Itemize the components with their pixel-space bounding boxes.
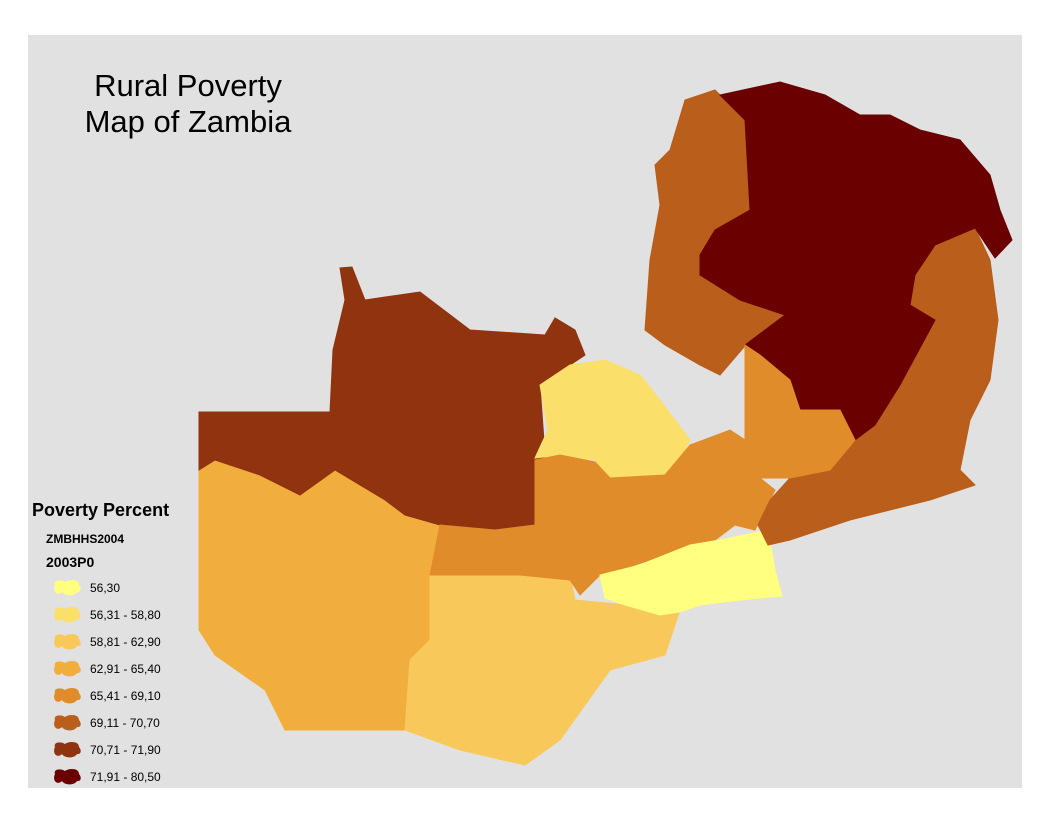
legend-item: 56,30 bbox=[52, 574, 212, 601]
legend-item: 62,91 - 65,40 bbox=[52, 655, 212, 682]
legend-item: 69,11 - 70,70 bbox=[52, 709, 212, 736]
legend-label: 62,91 - 65,40 bbox=[90, 661, 161, 676]
legend-field-name: 2003P0 bbox=[46, 554, 95, 570]
map-title-line2: Map of Zambia bbox=[84, 104, 292, 139]
legend-swatch-icon bbox=[54, 579, 81, 595]
legend-label: 56,31 - 58,80 bbox=[90, 607, 161, 622]
legend-swatch-icon bbox=[54, 714, 81, 730]
legend-label: 65,41 - 69,10 bbox=[90, 688, 161, 703]
legend-title: Poverty Percent bbox=[32, 500, 170, 520]
map-title-line1: Rural Poverty bbox=[94, 68, 282, 103]
legend-label: 71,91 - 80,50 bbox=[90, 769, 161, 784]
legend: Poverty Percent ZMBHHS2004 2003P0 56,30 … bbox=[32, 499, 212, 790]
legend-swatch-icon bbox=[54, 768, 81, 784]
map-title: Rural Poverty Map of Zambia bbox=[40, 68, 336, 140]
legend-label: 69,11 - 70,70 bbox=[90, 715, 160, 730]
legend-swatch-icon bbox=[54, 633, 81, 649]
legend-items: 56,30 56,31 - 58,80 58,81 - 62,90 62,91 … bbox=[32, 574, 212, 790]
legend-item: 70,71 - 71,90 bbox=[52, 736, 212, 763]
legend-label: 56,30 bbox=[90, 580, 121, 595]
legend-layer-name: ZMBHHS2004 bbox=[46, 532, 125, 546]
legend-swatch-icon bbox=[54, 687, 81, 703]
legend-item: 65,41 - 69,10 bbox=[52, 682, 212, 709]
legend-label: 58,81 - 62,90 bbox=[90, 634, 161, 649]
region-northern-south bbox=[744, 344, 856, 479]
legend-item: 58,81 - 62,90 bbox=[52, 628, 212, 655]
region-lusaka bbox=[599, 529, 783, 616]
region-southern bbox=[404, 574, 681, 766]
region-northern bbox=[699, 81, 1013, 441]
legend-swatch-icon bbox=[54, 660, 81, 676]
region-central bbox=[429, 429, 776, 596]
legend-label: 70,71 - 71,90 bbox=[90, 742, 161, 757]
legend-swatch-icon bbox=[54, 741, 81, 757]
legend-item: 56,31 - 58,80 bbox=[52, 601, 212, 628]
legend-item: 71,91 - 80,50 bbox=[52, 763, 212, 790]
legend-swatch-icon bbox=[54, 606, 81, 622]
